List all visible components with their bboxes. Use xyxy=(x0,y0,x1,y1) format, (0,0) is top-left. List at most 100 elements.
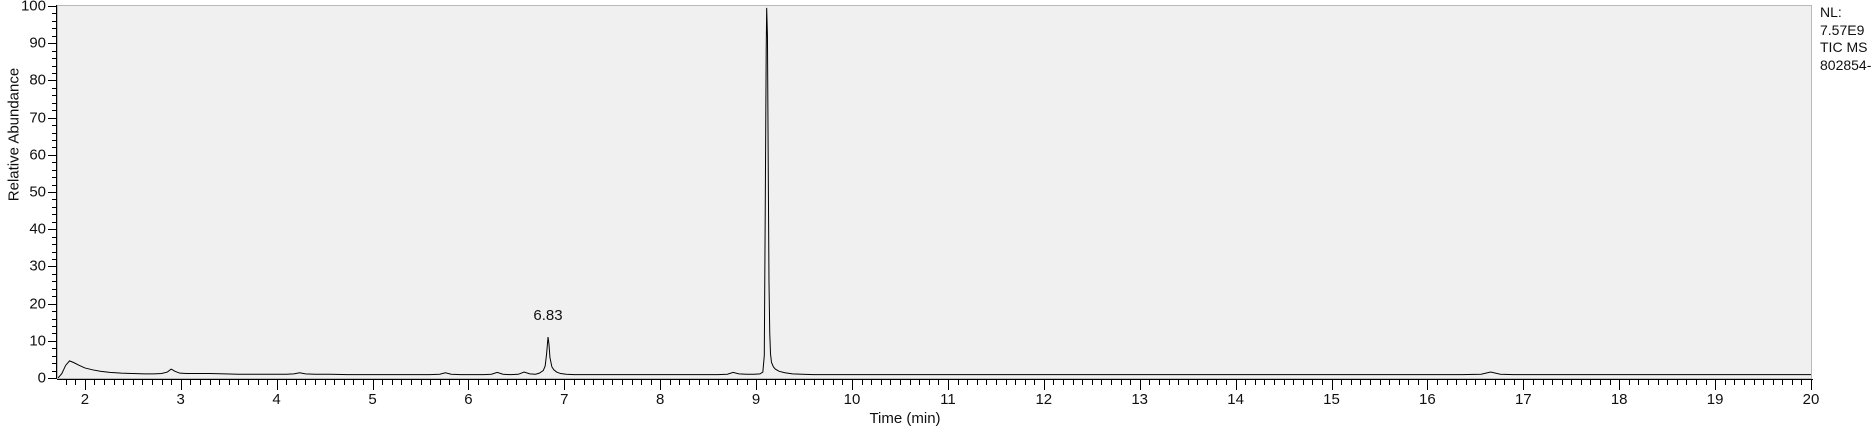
y-tick-minor xyxy=(52,177,58,179)
x-tick-minor xyxy=(1446,380,1448,385)
x-tick-minor xyxy=(765,380,767,385)
x-tick-minor xyxy=(794,380,796,385)
x-tick-label: 13 xyxy=(1131,391,1149,408)
x-tick-minor xyxy=(420,380,422,385)
x-tick-minor xyxy=(900,380,901,385)
x-tick-minor xyxy=(75,380,77,385)
x-tick-minor xyxy=(737,380,738,385)
x-tick-minor xyxy=(487,380,489,385)
y-tick-minor xyxy=(52,236,58,238)
y-tick-minor xyxy=(52,333,58,335)
x-tick-minor xyxy=(334,380,336,385)
x-axis-line xyxy=(57,379,1813,380)
y-tick-label: 30 xyxy=(29,257,46,275)
x-tick-minor xyxy=(401,380,403,385)
x-tick-minor xyxy=(986,380,988,385)
x-tick-major xyxy=(1523,380,1525,390)
x-tick-minor xyxy=(746,380,748,385)
y-tick-minor xyxy=(52,58,58,60)
x-tick-minor xyxy=(1648,380,1649,385)
y-tick-minor xyxy=(52,169,58,171)
x-tick-minor xyxy=(1350,380,1352,385)
x-tick-minor xyxy=(1379,380,1381,385)
x-tick-major xyxy=(660,380,662,390)
x-tick-minor xyxy=(1791,380,1793,385)
x-tick-minor xyxy=(995,380,997,385)
x-tick-minor xyxy=(631,380,633,385)
y-tick-major xyxy=(48,340,58,342)
x-tick-label: 11 xyxy=(940,391,956,408)
x-tick-minor xyxy=(1274,380,1275,385)
y-tick-minor xyxy=(52,132,58,134)
x-tick-minor xyxy=(161,380,163,385)
y-tick-minor xyxy=(52,162,58,164)
x-tick-major xyxy=(1715,380,1717,390)
y-tick-minor xyxy=(52,244,58,246)
x-tick-minor xyxy=(1772,380,1774,385)
x-tick-major xyxy=(1043,380,1045,390)
x-tick-minor xyxy=(1034,380,1036,385)
x-tick-minor xyxy=(1245,380,1247,385)
x-tick-minor xyxy=(1504,380,1506,385)
y-tick-minor xyxy=(52,281,58,283)
y-tick-label: 10 xyxy=(29,332,46,350)
x-tick-minor xyxy=(497,380,499,385)
x-tick-minor xyxy=(583,380,585,385)
y-tick-minor xyxy=(52,370,58,372)
y-tick-minor xyxy=(52,147,58,149)
x-tick-minor xyxy=(813,380,815,385)
x-tick-minor xyxy=(382,380,384,385)
x-tick-label: 16 xyxy=(1419,391,1436,408)
y-tick-minor xyxy=(52,65,58,67)
x-tick-minor xyxy=(823,380,825,385)
x-tick-major xyxy=(564,380,566,390)
y-tick-major xyxy=(48,192,58,193)
x-tick-minor xyxy=(1398,380,1400,385)
x-tick-label: 10 xyxy=(843,391,861,408)
x-tick-minor xyxy=(104,380,105,385)
x-tick-minor xyxy=(315,380,316,385)
nl-annotation-block: NL: 7.57E9 TIC MS 802854- xyxy=(1820,4,1871,74)
plot-area[interactable] xyxy=(57,5,1812,379)
x-tick-minor xyxy=(698,380,700,385)
x-tick-minor xyxy=(353,380,355,385)
x-tick-minor xyxy=(1494,380,1496,385)
x-tick-minor xyxy=(1206,380,1208,385)
x-tick-minor xyxy=(1101,380,1103,385)
x-tick-minor xyxy=(1091,380,1093,385)
x-tick-minor xyxy=(1763,380,1765,385)
y-tick-minor xyxy=(52,206,58,208)
x-tick-minor xyxy=(1561,380,1563,385)
y-tick-minor xyxy=(52,318,58,320)
x-tick-minor xyxy=(1178,380,1180,385)
x-tick-minor xyxy=(976,380,978,385)
x-tick-label: 7 xyxy=(560,391,569,408)
y-tick-minor xyxy=(52,73,58,74)
x-tick-minor xyxy=(458,380,460,385)
x-tick-minor xyxy=(1293,380,1295,385)
x-tick-minor xyxy=(324,380,326,385)
x-tick-minor xyxy=(1437,380,1438,385)
y-tick-minor xyxy=(52,325,58,327)
x-tick-major xyxy=(1235,380,1237,390)
x-tick-minor xyxy=(1254,380,1256,385)
x-tick-minor xyxy=(295,380,297,385)
x-tick-minor xyxy=(1571,380,1573,385)
x-tick-minor xyxy=(1686,380,1688,385)
x-tick-minor xyxy=(1072,380,1074,385)
y-tick-major xyxy=(48,229,58,231)
y-tick-minor xyxy=(52,251,58,253)
x-tick-minor xyxy=(113,380,115,385)
x-tick-minor xyxy=(1590,380,1592,385)
x-tick-minor xyxy=(1168,380,1170,385)
x-tick-minor xyxy=(209,380,211,385)
x-tick-minor xyxy=(1743,380,1745,385)
x-tick-minor xyxy=(123,380,125,385)
x-tick-minor xyxy=(65,380,67,385)
x-tick-major xyxy=(1619,380,1621,390)
x-tick-minor xyxy=(430,380,432,385)
x-tick-minor xyxy=(1264,380,1266,385)
x-tick-minor xyxy=(1734,380,1736,385)
x-tick-minor xyxy=(1753,380,1755,385)
x-tick-label: 15 xyxy=(1323,391,1340,408)
